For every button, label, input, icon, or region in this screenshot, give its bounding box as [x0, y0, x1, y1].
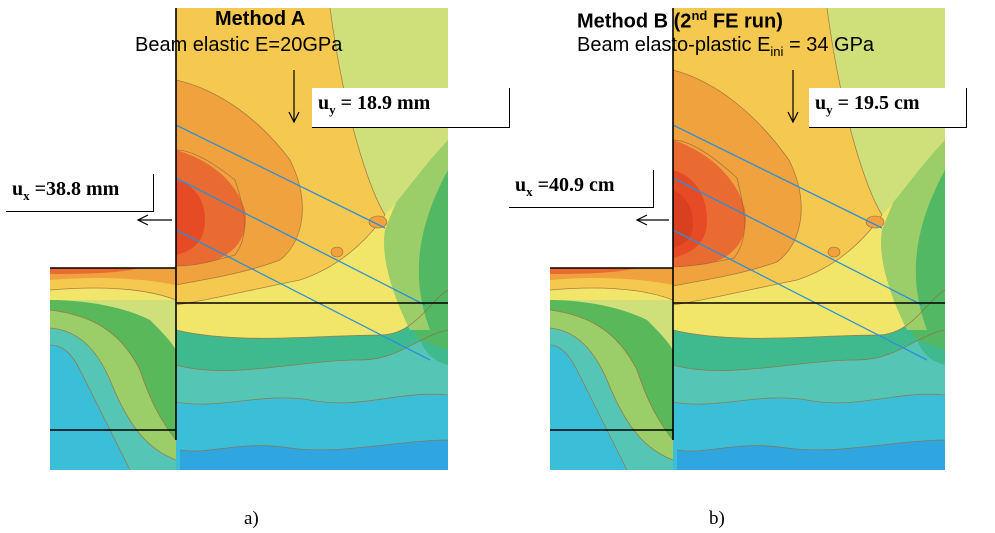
ux-label-b: ux =40.9 cm — [509, 170, 654, 208]
ux-arrow-b — [637, 215, 669, 225]
title-method-a: Method A — [215, 8, 305, 31]
contour-plot-method-b — [497, 0, 967, 533]
caption-b: b) — [709, 508, 725, 530]
caption-a: a) — [244, 508, 259, 530]
contour-plot-method-a — [0, 0, 470, 533]
soil-contours-a — [50, 8, 448, 470]
uy-label-b: uy = 19.5 cm — [809, 88, 967, 128]
ux-label-a: ux =38.8 mm — [6, 174, 154, 212]
panel-method-b: Method B (2nd FE run) Beam elasto-plasti… — [497, 0, 967, 533]
panel-method-a: Method A Beam elastic E=20GPa uy = 18.9 … — [0, 0, 470, 533]
title-method-b: Method B (2nd FE run) — [577, 8, 783, 34]
ux-arrow-a — [138, 215, 172, 225]
soil-contours-b — [550, 8, 945, 470]
subtitle-method-a: Beam elastic E=20GPa — [135, 34, 342, 57]
uy-label-a: uy = 18.9 mm — [312, 88, 510, 128]
subtitle-method-b: Beam elasto-plastic Eini = 34 GPa — [577, 34, 874, 59]
